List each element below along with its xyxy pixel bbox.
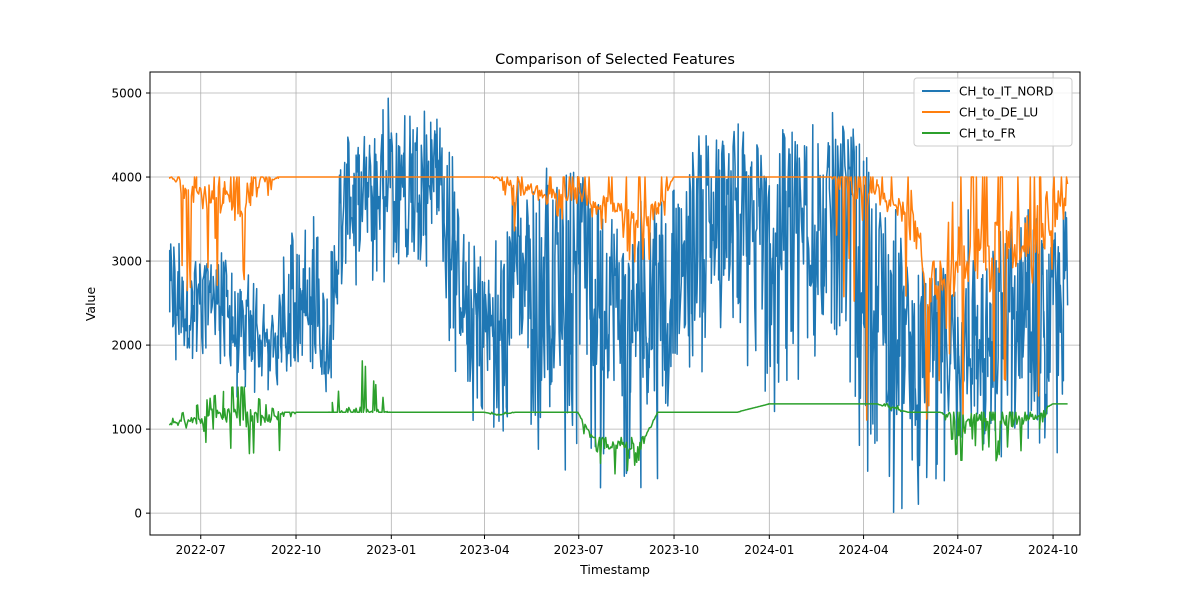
plot-frame — [149, 71, 1081, 536]
y-tick-label: 4000 — [111, 171, 142, 185]
x-tick-label: 2023-01 — [366, 543, 416, 557]
legend-box — [913, 77, 1073, 147]
y-tick-label: 2000 — [111, 339, 142, 353]
chart-title: Comparison of Selected Features — [495, 52, 735, 68]
x-axis-label: Timestamp — [579, 562, 650, 577]
x-tick-label: 2024-07 — [933, 543, 983, 557]
y-tick-label: 1000 — [111, 423, 142, 437]
x-tick-label: 2023-04 — [459, 543, 509, 557]
legend: CH_to_IT_NORD CH_to_DE_LU CH_to_FR — [913, 77, 1073, 147]
x-tick-label: 2024-04 — [838, 543, 888, 557]
legend-label: CH_to_DE_LU — [959, 106, 1038, 120]
y-axis-ticks: 0 1000 2000 3000 4000 5000 — [111, 87, 150, 521]
x-tick-label: 2023-10 — [649, 543, 699, 557]
x-axis-ticks: 2022-07 2022-10 2023-01 2023-04 2023-07 2023-… — [176, 535, 1078, 557]
series-layer — [168, 97, 1069, 514]
legend-items: CH_to_IT_NORD CH_to_DE_LU CH_to_FR — [922, 85, 1053, 141]
x-tick-label: 2023-07 — [554, 543, 604, 557]
y-tick-label: 0 — [134, 507, 142, 521]
y-tick-label: 3000 — [111, 255, 142, 269]
series-CH_to_DE_LU — [168, 176, 1069, 433]
y-axis-label: Value — [83, 287, 98, 322]
series-line — [168, 97, 1069, 514]
x-tick-label: 2024-10 — [1028, 543, 1078, 557]
x-tick-label: 2022-10 — [271, 543, 321, 557]
series-CH_to_FR — [168, 360, 1068, 475]
x-tick-label: 2024-01 — [744, 543, 794, 557]
series-CH_to_IT_NORD — [168, 97, 1069, 514]
legend-label: CH_to_IT_NORD — [959, 85, 1053, 99]
series-line — [168, 176, 1069, 433]
y-tick-label: 5000 — [111, 87, 142, 101]
series-line — [168, 360, 1068, 475]
legend-label: CH_to_FR — [959, 127, 1016, 141]
x-tick-label: 2022-07 — [176, 543, 226, 557]
